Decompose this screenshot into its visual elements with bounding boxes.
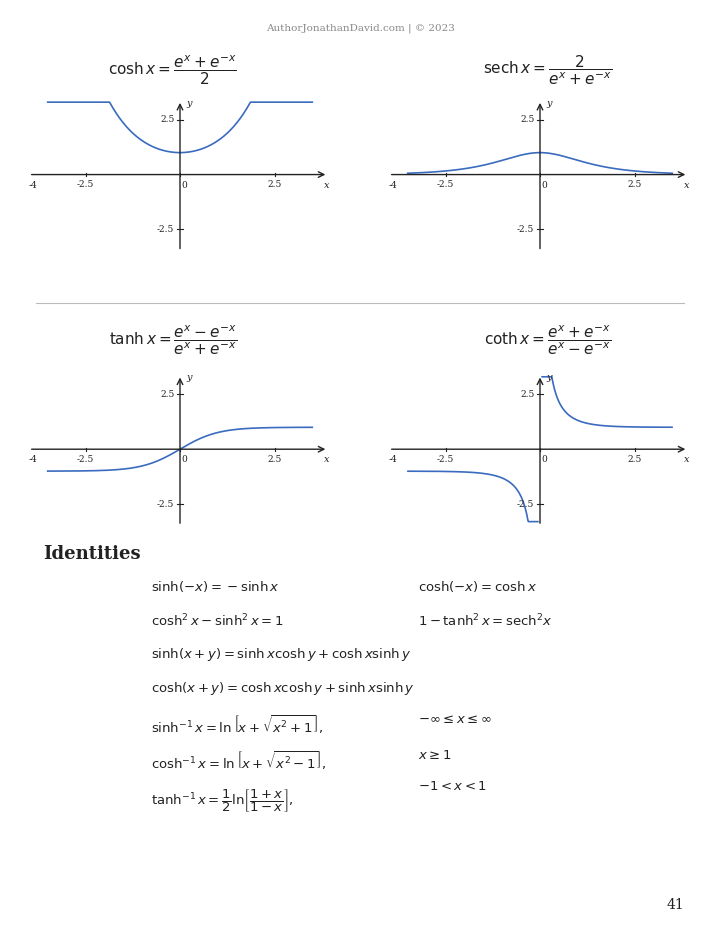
Text: x: x xyxy=(684,181,690,190)
Text: 2.5: 2.5 xyxy=(267,180,282,189)
Text: y: y xyxy=(186,99,192,108)
Text: $\cosh(x+y) = \cosh x \cosh y + \sinh x \sinh y$: $\cosh(x+y) = \cosh x \cosh y + \sinh x … xyxy=(151,680,415,696)
Text: 0: 0 xyxy=(541,455,547,465)
Text: $\coth x = \dfrac{e^{x}+e^{-x}}{e^{x}-e^{-x}}$: $\coth x = \dfrac{e^{x}+e^{-x}}{e^{x}-e^… xyxy=(484,323,611,357)
Text: -2.5: -2.5 xyxy=(157,500,174,508)
Text: -4: -4 xyxy=(28,181,37,190)
Text: -2.5: -2.5 xyxy=(157,225,174,234)
Text: x: x xyxy=(684,455,690,465)
Text: 41: 41 xyxy=(666,898,684,912)
Text: 2.5: 2.5 xyxy=(520,115,534,124)
Text: y: y xyxy=(546,373,552,383)
Text: x: x xyxy=(324,455,330,465)
Text: -2.5: -2.5 xyxy=(77,454,94,464)
Text: $\cosh x = \dfrac{e^{x}+e^{-x}}{2}$: $\cosh x = \dfrac{e^{x}+e^{-x}}{2}$ xyxy=(108,53,238,87)
Text: $\sinh(x+y) = \sinh x \cosh y + \cosh x \sinh y$: $\sinh(x+y) = \sinh x \cosh y + \cosh x … xyxy=(151,646,412,663)
Text: -4: -4 xyxy=(28,455,37,465)
Text: 0: 0 xyxy=(541,181,547,190)
Text: $\tanh x = \dfrac{e^{x}-e^{-x}}{e^{x}+e^{-x}}$: $\tanh x = \dfrac{e^{x}-e^{-x}}{e^{x}+e^… xyxy=(109,323,237,357)
Text: 0: 0 xyxy=(181,181,187,190)
Text: $1-\tanh^2 x = \mathrm{sech}^2 x$: $1-\tanh^2 x = \mathrm{sech}^2 x$ xyxy=(418,613,552,629)
Text: 2.5: 2.5 xyxy=(160,390,174,398)
Text: -4: -4 xyxy=(388,181,397,190)
Text: 2.5: 2.5 xyxy=(160,115,174,124)
Text: AuthorJonathanDavid.com | © 2023: AuthorJonathanDavid.com | © 2023 xyxy=(266,23,454,33)
Text: -2.5: -2.5 xyxy=(77,180,94,189)
Text: y: y xyxy=(546,99,552,108)
Text: -2.5: -2.5 xyxy=(437,454,454,464)
Text: $\cosh^{-1} x = \ln\left[x + \sqrt{x^2-1}\right],$: $\cosh^{-1} x = \ln\left[x + \sqrt{x^2-1… xyxy=(151,749,327,772)
Text: y: y xyxy=(186,373,192,383)
Text: -2.5: -2.5 xyxy=(517,225,534,234)
Text: 2.5: 2.5 xyxy=(520,390,534,398)
Text: 2.5: 2.5 xyxy=(627,454,642,464)
Text: $\sinh^{-1} x = \ln\left[x + \sqrt{x^2+1}\right],$: $\sinh^{-1} x = \ln\left[x + \sqrt{x^2+1… xyxy=(151,713,323,735)
Text: -4: -4 xyxy=(388,455,397,465)
Text: $\tanh^{-1} x = \dfrac{1}{2}\ln\!\left[\dfrac{1+x}{1-x}\right],$: $\tanh^{-1} x = \dfrac{1}{2}\ln\!\left[\… xyxy=(151,787,294,814)
Text: $\sinh(-x) = -\sinh x$: $\sinh(-x) = -\sinh x$ xyxy=(151,579,280,594)
Text: -2.5: -2.5 xyxy=(517,500,534,508)
Text: $\mathrm{sech}\, x = \dfrac{2}{e^{x}+e^{-x}}$: $\mathrm{sech}\, x = \dfrac{2}{e^{x}+e^{… xyxy=(482,53,612,87)
Text: $x \geq 1$: $x \geq 1$ xyxy=(418,749,451,762)
Text: $\cosh(-x) = \cosh x$: $\cosh(-x) = \cosh x$ xyxy=(418,579,536,594)
Text: 2.5: 2.5 xyxy=(627,180,642,189)
Text: -2.5: -2.5 xyxy=(437,180,454,189)
Text: Identities: Identities xyxy=(43,545,141,562)
Text: $-1 < x < 1$: $-1 < x < 1$ xyxy=(418,780,487,793)
Text: $\cosh^2 x - \sinh^2 x = 1$: $\cosh^2 x - \sinh^2 x = 1$ xyxy=(151,613,284,629)
Text: 0: 0 xyxy=(181,455,187,465)
Text: 2.5: 2.5 xyxy=(267,454,282,464)
Text: $-\infty \leq x \leq \infty$: $-\infty \leq x \leq \infty$ xyxy=(418,713,492,726)
Text: x: x xyxy=(324,181,330,190)
